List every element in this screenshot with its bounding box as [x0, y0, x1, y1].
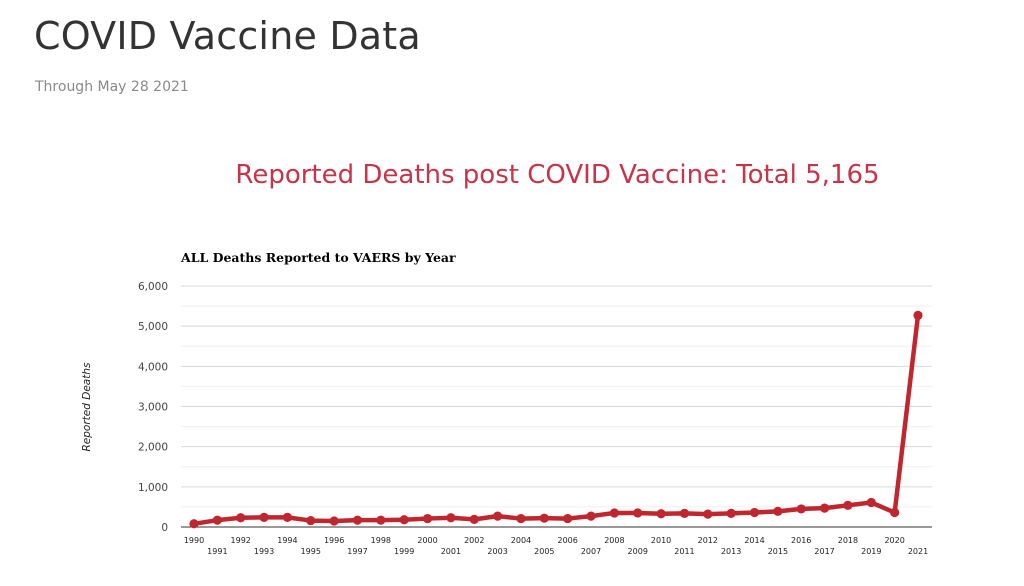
- x-tick-label: 1994: [277, 536, 297, 545]
- x-tick-label: 2003: [487, 547, 507, 556]
- data-point: [189, 519, 199, 529]
- data-point: [633, 508, 643, 518]
- data-point: [516, 513, 526, 524]
- data-point: [819, 503, 830, 513]
- x-tick-label: 2008: [604, 536, 624, 545]
- data-point: [703, 509, 713, 519]
- grid-lines: [181, 285, 932, 508]
- x-tick-label: 2021: [908, 547, 928, 556]
- x-tick-label: 2005: [534, 547, 554, 556]
- data-point: [282, 512, 293, 522]
- data-point: [422, 513, 433, 524]
- data-point: [843, 500, 853, 510]
- y-tick-label: 2,000: [138, 442, 168, 454]
- data-point: [236, 513, 246, 523]
- chart-heading: Reported Deaths post COVID Vaccine: Tota…: [235, 160, 880, 190]
- y-tick-label: 4,000: [138, 361, 168, 373]
- data-point: [469, 514, 479, 524]
- data-point: [773, 506, 783, 516]
- data-point: [212, 515, 222, 525]
- series-deaths: [189, 310, 923, 529]
- x-tick-label: 2016: [791, 536, 811, 545]
- y-tick-labels: 0 1,000 2,000 3,000 4,000 5,000 6,000: [138, 281, 168, 534]
- data-point: [446, 513, 456, 523]
- data-point: [656, 509, 666, 519]
- y-tick-label: 0: [161, 522, 168, 534]
- y-tick-label: 1,000: [138, 482, 168, 494]
- data-point: [399, 515, 409, 525]
- data-point: [913, 310, 923, 320]
- x-tick-label: 2002: [464, 536, 484, 545]
- data-point: [866, 497, 876, 508]
- data-point: [259, 512, 269, 522]
- x-tick-label: 2013: [721, 547, 741, 556]
- x-tick-label: 2006: [557, 536, 577, 545]
- x-tick-label: 2015: [768, 547, 788, 556]
- x-tick-label: 2004: [511, 536, 531, 545]
- data-point: [352, 515, 363, 525]
- x-tick-label: 2020: [884, 536, 904, 545]
- x-tick-label: 1999: [394, 547, 414, 556]
- data-point: [679, 508, 690, 518]
- x-tick-label: 1993: [254, 547, 274, 556]
- x-tick-label: 1991: [207, 547, 227, 556]
- data-point: [563, 513, 573, 524]
- data-point: [586, 511, 596, 521]
- x-tick-label: 2011: [674, 547, 694, 556]
- x-tick-label: 2000: [417, 536, 437, 545]
- x-tick-label: 2007: [581, 547, 601, 556]
- x-tick-label: 1998: [371, 536, 391, 545]
- y-tick-label: 3,000: [138, 402, 168, 414]
- data-point: [749, 507, 760, 518]
- x-tick-label: 1990: [184, 536, 204, 545]
- page-subtitle: Through May 28 2021: [35, 79, 189, 95]
- y-tick-label: 6,000: [138, 281, 168, 293]
- x-tick-label: 2010: [651, 536, 671, 545]
- data-point: [796, 504, 806, 514]
- x-tick-label: 2018: [838, 536, 858, 545]
- x-tick-label: 1996: [324, 536, 344, 545]
- y-axis-label: Reported Deaths: [81, 362, 93, 451]
- x-tick-label: 2019: [861, 547, 881, 556]
- y-tick-label: 5,000: [138, 321, 168, 333]
- x-tick-label: 2009: [628, 547, 648, 556]
- data-point: [609, 508, 619, 518]
- data-point: [329, 516, 339, 526]
- data-point: [539, 513, 549, 523]
- x-tick-label: 2012: [698, 536, 718, 545]
- data-point: [726, 508, 736, 518]
- x-tick-label: 1995: [301, 547, 321, 556]
- x-tick-label: 2014: [744, 536, 764, 545]
- page-title: COVID Vaccine Data: [34, 14, 421, 58]
- x-tick-label: 2017: [814, 547, 834, 556]
- chart-title: ALL Deaths Reported to VAERS by Year: [180, 250, 456, 265]
- x-tick-label: 1992: [231, 536, 251, 545]
- data-point: [376, 515, 386, 525]
- data-point: [890, 507, 900, 518]
- x-tick-label: 2001: [441, 547, 461, 556]
- data-point: [306, 515, 316, 526]
- data-point: [493, 511, 503, 521]
- x-tick-label: 1997: [347, 547, 367, 556]
